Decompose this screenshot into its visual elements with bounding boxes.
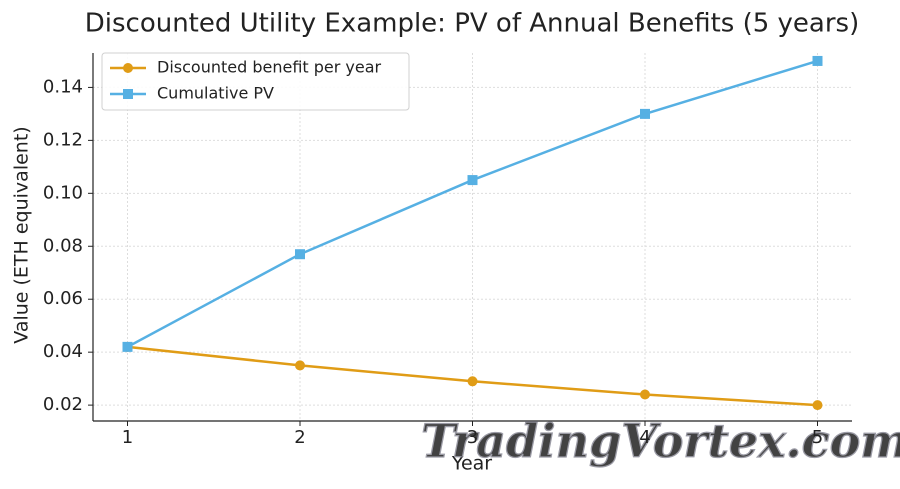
y-tick-label: 0.08 <box>43 235 83 256</box>
series-line <box>127 345 818 407</box>
marker <box>295 249 305 260</box>
x-tick-label: 4 <box>639 427 650 448</box>
legend-label: Discounted benefit per year <box>157 58 382 77</box>
marker <box>123 89 133 99</box>
legend-box <box>101 52 410 111</box>
y-tick-label: 0.14 <box>43 76 83 97</box>
y-tick-label: 0.06 <box>43 288 83 309</box>
legend: Discounted benefit per year Cumulative PV <box>101 52 410 111</box>
x-tick-label: 5 <box>812 427 823 448</box>
chart-title: Discounted Utility Example: PV of Annual… <box>85 9 860 39</box>
marker <box>640 108 650 119</box>
x-axis-label: Year <box>451 453 492 475</box>
x-tick-label: 2 <box>294 427 305 448</box>
marker <box>467 175 478 186</box>
y-axis-label: Value (ETH equivalent) <box>11 126 33 343</box>
marker <box>812 55 823 66</box>
y-tick-label: 0.10 <box>43 182 83 203</box>
plot <box>122 55 823 411</box>
watermark: TradingVortex.com <box>421 414 900 468</box>
legend-label: Cumulative PV <box>157 84 274 103</box>
marker <box>812 400 823 411</box>
grid <box>93 53 852 421</box>
marker <box>640 389 650 400</box>
y-tick-label: 0.04 <box>43 341 83 362</box>
y-tick-label: 0.12 <box>43 129 83 150</box>
x-tick-label: 1 <box>122 427 133 448</box>
marker <box>295 360 305 371</box>
marker <box>467 376 478 387</box>
x-tick-label: 3 <box>467 427 478 448</box>
marker <box>123 63 133 73</box>
marker <box>122 341 133 352</box>
y-tick-label: 0.02 <box>43 394 83 415</box>
